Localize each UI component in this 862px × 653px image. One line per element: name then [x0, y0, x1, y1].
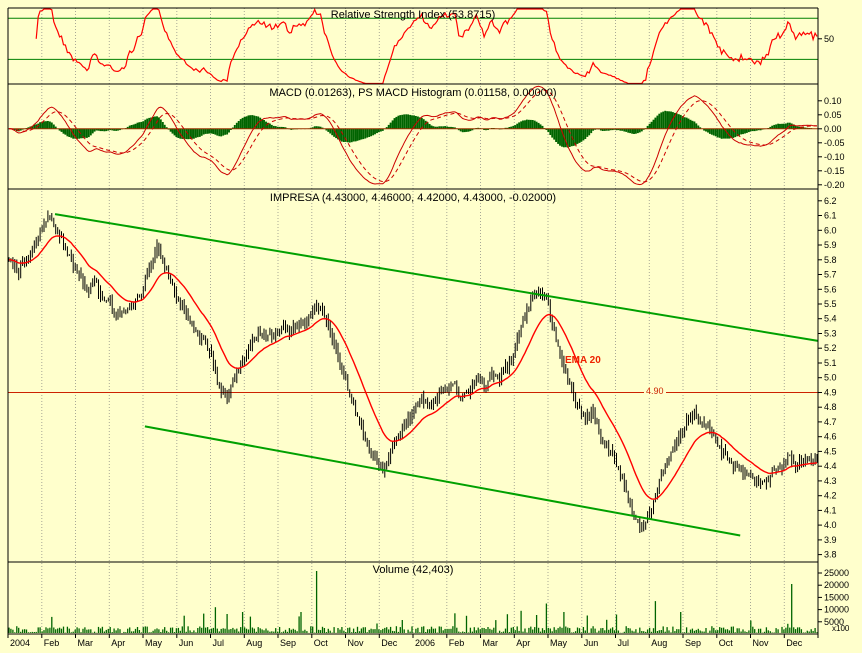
y-tick-label: 0.10 — [824, 96, 842, 106]
y-tick-label: 4.7 — [824, 417, 837, 427]
x-tick-label: Nov — [348, 638, 365, 648]
x-tick-label: Aug — [651, 638, 667, 648]
y-tick-label: 6.2 — [824, 196, 837, 206]
y-tick-label: 10000 — [824, 605, 849, 615]
volume-bars — [8, 571, 818, 633]
y-tick-label: 4.9 — [824, 388, 837, 398]
volume-unit-label: x100 — [832, 624, 850, 633]
y-tick-label: 5.7 — [824, 270, 837, 280]
ema20-label: EMA 20 — [565, 355, 601, 366]
x-tick-label: Feb — [449, 638, 465, 648]
y-tick-label: 20000 — [824, 580, 849, 590]
y-tick-label: 5.6 — [824, 284, 837, 294]
x-tick-label: May — [550, 638, 568, 648]
y-tick-label: 25000 — [824, 568, 849, 578]
price-level-490-label: 4.90 — [644, 386, 666, 396]
x-tick-label: Mar — [78, 638, 94, 648]
y-tick-label: 6.1 — [824, 211, 837, 221]
price-candles — [8, 210, 818, 533]
x-tick-label: 2004 — [10, 638, 30, 648]
y-tick-label: -0.15 — [824, 166, 845, 176]
y-tick-label: -0.05 — [824, 138, 845, 148]
y-tick-label: 50 — [824, 34, 834, 44]
y-tick-label: 3.9 — [824, 535, 837, 545]
right-axis: 50 0.10 0.05 0.00 -0.05 -0.10 -0.15 -0.20 6.2 6.1… — [818, 34, 850, 633]
trend-channel-lines — [54, 213, 819, 537]
x-tick-label: Sep — [685, 638, 701, 648]
y-tick-label: 4.1 — [824, 505, 837, 515]
ema20-line — [9, 235, 818, 500]
y-tick-label: 4.0 — [824, 520, 837, 530]
x-tick-label: Oct — [314, 638, 329, 648]
y-tick-label: -0.10 — [824, 152, 845, 162]
y-tick-label: 4.3 — [824, 476, 837, 486]
macd-line — [8, 85, 818, 186]
x-axis: 2004 Feb Mar Apr May Jun Jul Aug Sep Oct Nov Dec 200… — [7, 634, 819, 648]
y-tick-label: 3.8 — [824, 550, 837, 560]
x-tick-label: Nov — [753, 638, 770, 648]
y-tick-label: 4.4 — [824, 461, 837, 471]
y-tick-label: -0.20 — [824, 180, 845, 190]
y-tick-label: 0.05 — [824, 110, 842, 120]
y-tick-label: 0.00 — [824, 124, 842, 134]
y-tick-label: 5.5 — [824, 299, 837, 309]
y-tick-label: 5000 — [824, 617, 844, 627]
y-tick-label: 15000 — [824, 592, 849, 602]
x-tick-label: Mar — [483, 638, 499, 648]
x-tick-label: Jun — [179, 638, 194, 648]
x-tick-label: Dec — [381, 638, 398, 648]
x-tick-label: Aug — [246, 638, 262, 648]
y-tick-label: 5.3 — [824, 329, 837, 339]
x-tick-label: Jun — [584, 638, 599, 648]
y-tick-label: 4.5 — [824, 446, 837, 456]
y-tick-label: 6.0 — [824, 225, 837, 235]
x-tick-label: Feb — [44, 638, 60, 648]
rsi-line — [35, 7, 818, 85]
y-tick-label: 5.9 — [824, 240, 837, 250]
x-tick-label: Jul — [618, 638, 630, 648]
y-tick-label: 4.6 — [824, 432, 837, 442]
x-tick-label: Dec — [786, 638, 803, 648]
x-tick-label: 2006 — [415, 638, 435, 648]
y-tick-label: 4.8 — [824, 402, 837, 412]
x-tick-label: May — [145, 638, 163, 648]
y-tick-label: 5.1 — [824, 358, 837, 368]
rsi-level-lines — [8, 17, 818, 60]
y-tick-label: 4.2 — [824, 491, 837, 501]
x-tick-label: Apr — [111, 638, 125, 648]
macd-signal-line — [9, 89, 817, 183]
x-tick-label: Apr — [516, 638, 530, 648]
x-tick-label: Jul — [213, 638, 225, 648]
month-gridlines — [41, 8, 785, 634]
x-tick-label: Oct — [719, 638, 734, 648]
x-tick-label: Sep — [280, 638, 296, 648]
y-tick-label: 5.4 — [824, 314, 837, 324]
y-tick-label: 5.0 — [824, 373, 837, 383]
y-tick-label: 5.8 — [824, 255, 837, 265]
y-tick-label: 5.2 — [824, 343, 837, 353]
